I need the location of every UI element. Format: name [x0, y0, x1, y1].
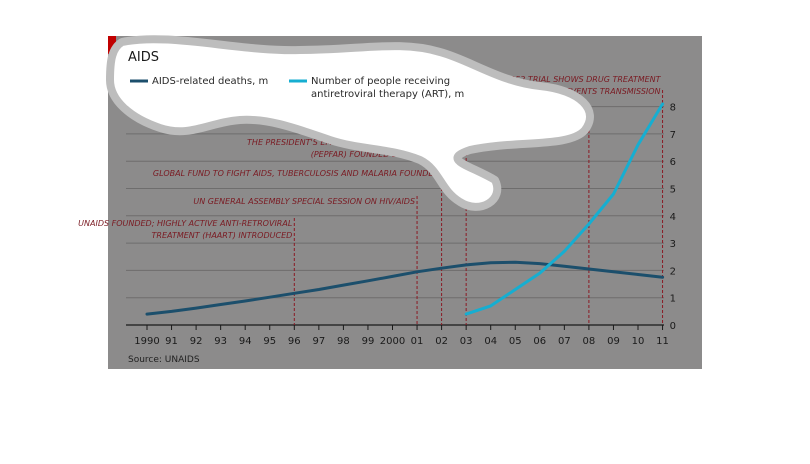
x-tick-label: 03: [460, 336, 473, 347]
y-tick-label: 0: [670, 321, 676, 332]
y-tick-label: 3: [670, 239, 676, 250]
x-tick-label: 04: [484, 336, 497, 347]
x-tick-label: 02: [435, 336, 448, 347]
x-tick-label: 07: [558, 336, 571, 347]
x-tick-label: 10: [632, 336, 645, 347]
x-tick-label: 01: [411, 336, 424, 347]
annotation-text: HPTN 052 TRIAL SHOWS DRUG TREATMENT: [486, 75, 662, 84]
annotation-text: ALSO PREVENTS TRANSMISSION: [530, 87, 660, 96]
x-tick-label: 98: [337, 336, 350, 347]
x-tick-label: 11: [656, 336, 669, 347]
x-tick-label: 91: [165, 336, 178, 347]
annotation-text: TREATMENT (HAART) INTRODUCED: [152, 231, 293, 240]
annotation-text: UN GENERAL ASSEMBLY SPECIAL SESSION ON H…: [193, 197, 415, 206]
x-tick-label: 09: [607, 336, 620, 347]
legend-label-art: Number of people receiving antiretrovira…: [311, 76, 464, 100]
y-tick-label: 2: [670, 266, 676, 277]
x-tick-label: 08: [583, 336, 596, 347]
series-line-deaths: [145, 260, 665, 316]
x-tick-label: 96: [288, 336, 301, 347]
chart-source: Source: UNAIDS: [128, 355, 200, 365]
x-tick-label: 92: [190, 336, 203, 347]
y-tick-label: 5: [670, 185, 676, 196]
x-tick-label: 93: [214, 336, 227, 347]
y-tick-label: 1: [670, 294, 676, 305]
x-tick-label: 05: [509, 336, 522, 347]
white-highlight-shape: [106, 35, 594, 211]
legend-label-deaths: AIDS-related deaths, m: [152, 76, 268, 87]
x-tick-label: 1990: [134, 336, 159, 347]
x-tick-label: 2000: [380, 336, 405, 347]
x-tick-label: 95: [263, 336, 276, 347]
x-tick-label: 06: [533, 336, 546, 347]
x-tick-label: 97: [312, 336, 325, 347]
y-tick-label: 8: [670, 103, 676, 114]
annotation-text: GLOBAL FUND TO FIGHT AIDS, TUBERCULOSIS …: [153, 169, 440, 178]
y-tick-label: 7: [670, 130, 676, 141]
y-tick-label: 4: [670, 212, 676, 223]
y-tick-label: 6: [670, 157, 676, 168]
series-line-art: [464, 102, 665, 316]
annotation-text: UNAIDS FOUNDED; HIGHLY ACTIVE ANTI-RETRO…: [78, 219, 292, 228]
chart-title: AIDS: [128, 50, 159, 65]
brand-corner-mark: [108, 36, 116, 54]
x-tick-label: 99: [362, 336, 375, 347]
x-tick-label: 94: [239, 336, 252, 347]
